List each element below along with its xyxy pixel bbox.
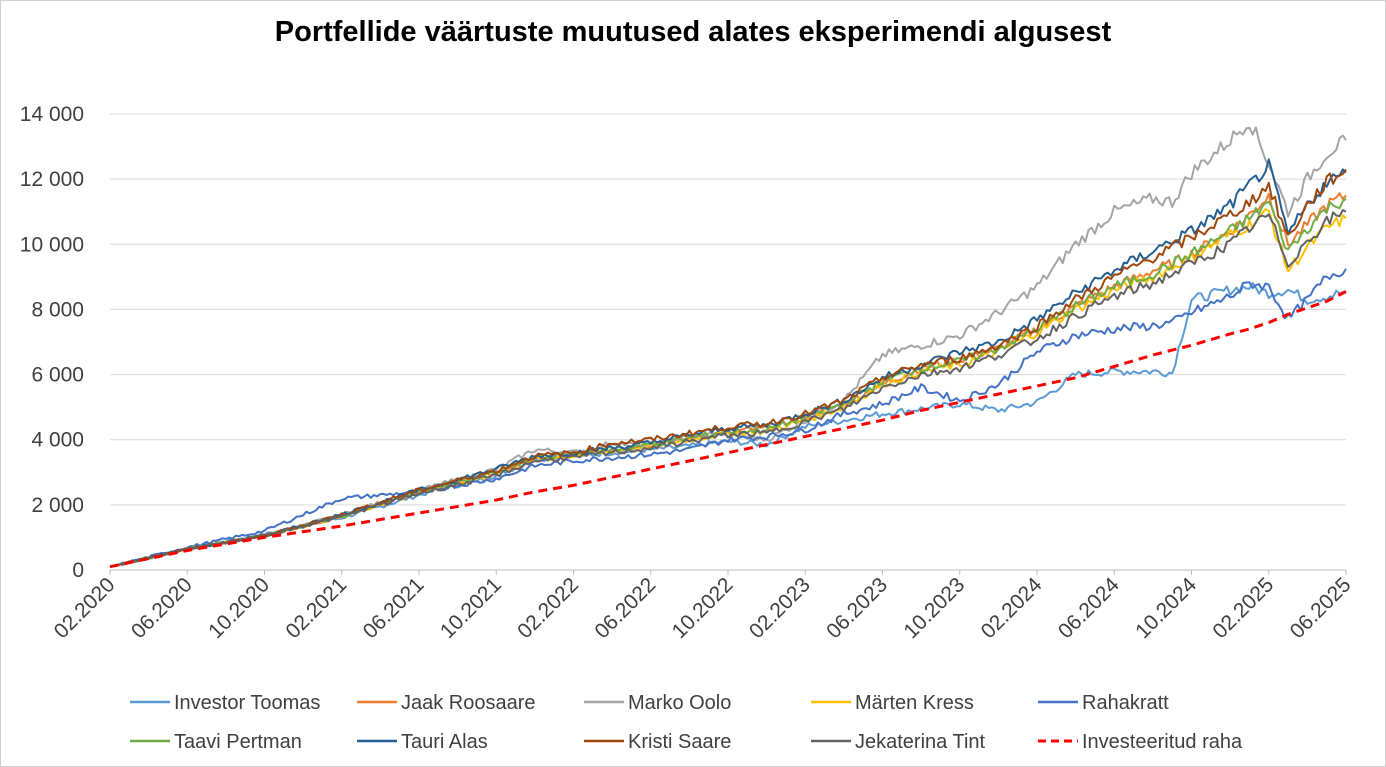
x-tick-label: 06.2022 — [590, 573, 660, 643]
legend-label: Kristi Saare — [628, 731, 731, 753]
y-tick-label: 2 000 — [31, 494, 84, 517]
series-lines — [109, 126, 1347, 569]
legend-item: Investeeritud raha — [1038, 731, 1243, 753]
series-line-kristi-saare — [109, 168, 1347, 568]
y-tick-label: 10 000 — [20, 233, 84, 256]
legend-item: Tauri Alas — [357, 731, 488, 753]
series-line-rahakratt — [109, 268, 1347, 568]
y-tick-label: 12 000 — [20, 168, 84, 191]
legend-item: Jaak Roosaare — [357, 692, 536, 714]
legend-label: Rahakratt — [1082, 692, 1169, 714]
y-tick-label: 6 000 — [31, 364, 84, 387]
x-tick-label: 06.2020 — [127, 573, 197, 643]
legend-label: Taavi Pertman — [174, 731, 302, 753]
legend-label: Tauri Alas — [401, 731, 488, 753]
x-tick-label: 02.2023 — [745, 573, 815, 643]
y-tick-label: 4 000 — [31, 429, 84, 452]
x-tick-label: 02.2024 — [977, 573, 1047, 643]
x-tick-label: 02.2021 — [281, 573, 351, 643]
series-line-investeeritud-raha — [109, 290, 1347, 569]
legend-label: Investeeritud raha — [1082, 731, 1243, 753]
legend-item: Taavi Pertman — [130, 731, 302, 753]
x-tick-label: 10.2020 — [204, 573, 274, 643]
x-tick-label: 06.2023 — [822, 573, 892, 643]
series-line-marko-oolo — [109, 126, 1347, 568]
legend-label: Jekaterina Tint — [855, 731, 986, 753]
legend-item: Investor Toomas — [130, 692, 320, 714]
y-tick-label: 14 000 — [20, 103, 84, 126]
gridlines — [110, 113, 1346, 571]
series-line-tauri-alas — [109, 158, 1347, 568]
chart-title: Portfellide väärtuste muutused alates ek… — [274, 16, 1112, 48]
x-tick-label: 06.2021 — [359, 573, 429, 643]
y-tick-label: 0 — [72, 559, 84, 582]
series-line-jaak-roosaare — [109, 192, 1347, 568]
series-line-investor-toomas — [109, 282, 1347, 568]
legend-label: Marko Oolo — [628, 692, 731, 714]
series-line-märten-kress — [109, 208, 1347, 568]
x-tick-label: 06.2024 — [1054, 573, 1124, 643]
legend-label: Investor Toomas — [174, 692, 320, 714]
y-tick-label: 8 000 — [31, 298, 84, 321]
x-tick-label: 10.2023 — [899, 573, 969, 643]
legend-item: Jekaterina Tint — [811, 731, 986, 753]
x-tick-label: 10.2021 — [436, 573, 506, 643]
x-tick-label: 02.2020 — [50, 573, 120, 643]
legend-label: Märten Kress — [855, 692, 974, 714]
x-tick-label: 10.2022 — [668, 573, 738, 643]
legend-item: Kristi Saare — [584, 731, 731, 753]
legend-item: Märten Kress — [811, 692, 974, 714]
legend-label: Jaak Roosaare — [401, 692, 536, 714]
legend-item: Rahakratt — [1038, 692, 1169, 714]
x-tick-label: 06.2025 — [1286, 573, 1356, 643]
x-tick-label: 10.2024 — [1131, 573, 1201, 643]
x-axis-ticks: 02.2020 06.2020 10.2020 02.2021 06.2021 10.20… — [50, 570, 1356, 643]
x-tick-label: 02.2025 — [1208, 573, 1278, 643]
x-tick-label: 02.2022 — [513, 573, 583, 643]
series-line-jekaterina-tint — [109, 209, 1347, 568]
legend-item: Marko Oolo — [584, 692, 731, 714]
y-axis-ticks: 0 2 000 4 000 6 000 8 000 10 000 12 000 14 000 — [20, 103, 84, 582]
legend: Investor Toomas Jaak Roosaare Marko Oolo Mä… — [130, 692, 1243, 753]
